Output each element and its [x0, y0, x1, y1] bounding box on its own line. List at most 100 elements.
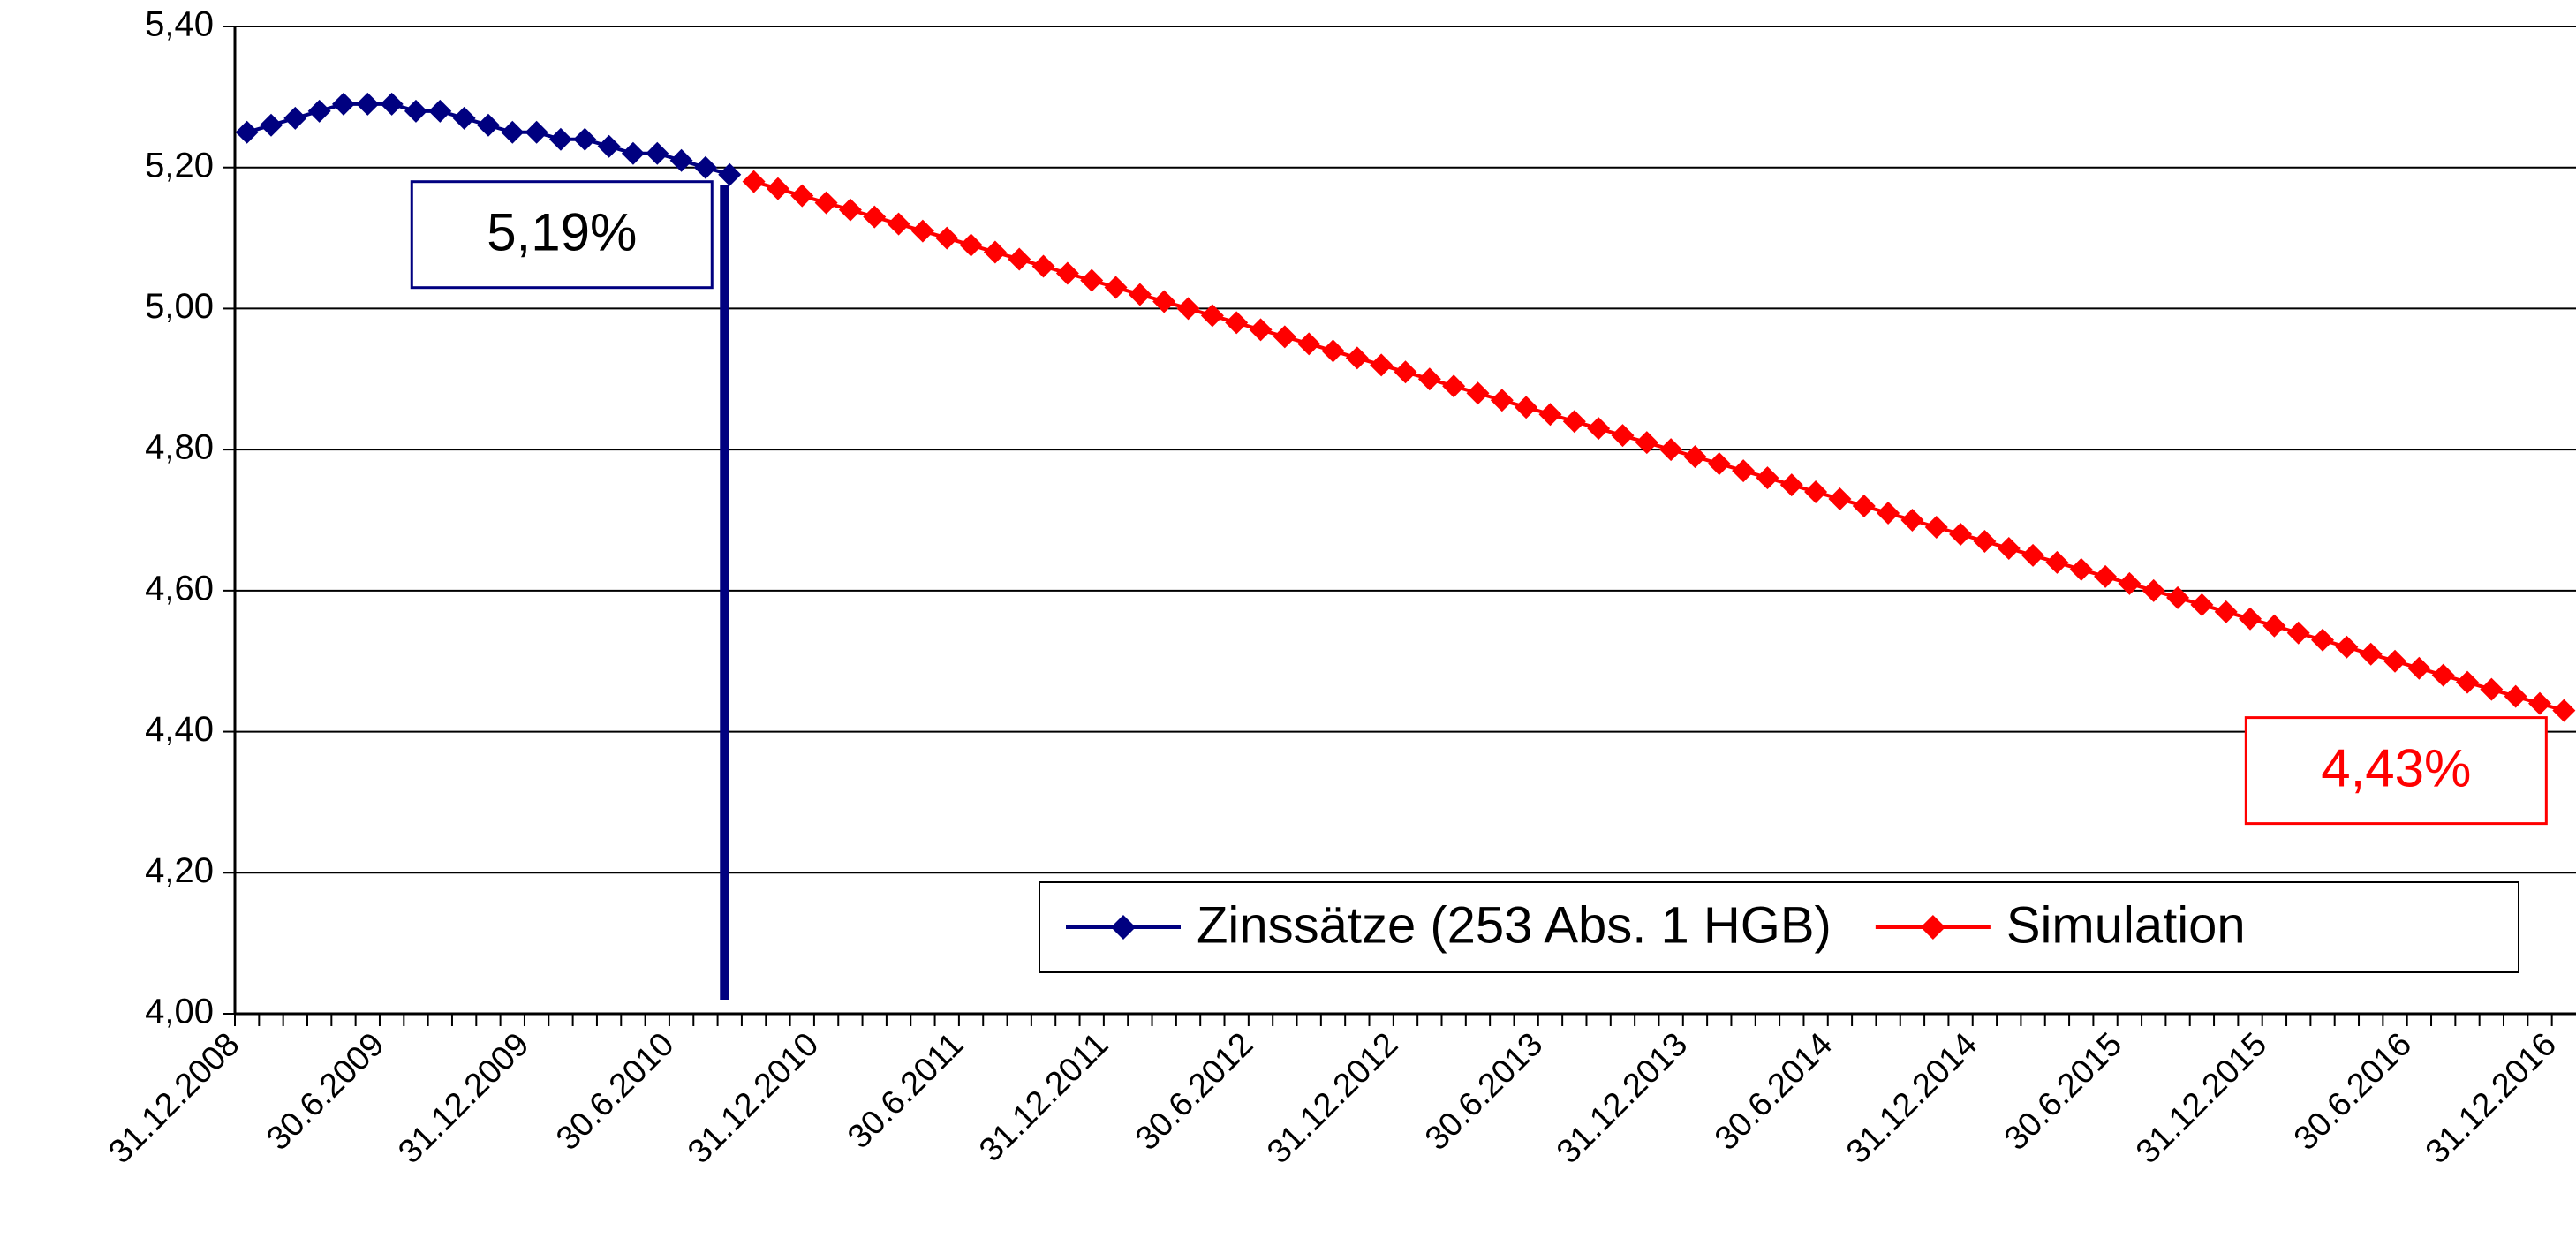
- marker: [2480, 677, 2504, 701]
- marker: [1635, 431, 1658, 455]
- marker: [863, 205, 887, 229]
- x-tick-label: 30.6.2015: [1998, 1026, 2129, 1158]
- marker: [573, 127, 597, 151]
- marker: [2383, 649, 2407, 673]
- marker: [2359, 642, 2383, 666]
- marker: [1756, 466, 1779, 490]
- marker: [1345, 346, 1369, 370]
- x-tick-label: 30.6.2016: [2287, 1026, 2419, 1158]
- value-label: 4,43%: [2321, 738, 2471, 797]
- marker: [1900, 509, 1924, 532]
- marker: [2021, 543, 2045, 567]
- callout-box: [2244, 716, 2548, 826]
- x-tick-label: 31.12.2016: [2419, 1026, 2564, 1171]
- marker: [1417, 367, 1441, 391]
- marker: [2069, 557, 2093, 581]
- marker: [1152, 290, 1176, 313]
- marker: [235, 120, 259, 144]
- y-tick-label: 4,40: [145, 710, 214, 749]
- x-tick-label: 30.6.2013: [1418, 1026, 1550, 1158]
- y-tick-label: 5,40: [145, 5, 214, 44]
- marker: [2286, 621, 2310, 645]
- marker: [1804, 480, 1828, 504]
- marker: [1008, 247, 1031, 271]
- marker: [1538, 403, 1562, 427]
- marker: [2142, 578, 2165, 602]
- marker: [669, 148, 693, 172]
- marker: [1562, 410, 1586, 434]
- marker: [1877, 502, 1900, 525]
- marker: [1997, 536, 2021, 560]
- marker: [2262, 614, 2286, 638]
- marker: [1031, 254, 1055, 278]
- x-tick-label: 31.12.2010: [681, 1026, 826, 1171]
- marker: [1683, 445, 1707, 469]
- marker: [501, 120, 525, 144]
- legend-label: Simulation: [2006, 896, 2246, 954]
- marker: [646, 141, 669, 165]
- marker: [1490, 389, 1514, 412]
- x-tick-label: 31.12.2014: [1839, 1026, 1984, 1171]
- marker: [1128, 283, 1152, 306]
- x-tick-label: 31.12.2013: [1550, 1026, 1695, 1171]
- marker: [887, 212, 910, 236]
- marker: [548, 127, 572, 151]
- x-tick-label: 31.12.2008: [102, 1026, 246, 1171]
- marker: [2166, 585, 2190, 609]
- marker: [1104, 276, 1128, 299]
- marker: [621, 141, 645, 165]
- x-tick-label: 31.12.2015: [2129, 1026, 2274, 1171]
- x-tick-label: 31.12.2009: [391, 1026, 536, 1171]
- y-tick-label: 4,00: [145, 993, 214, 1031]
- x-tick-label: 30.6.2014: [1708, 1026, 1839, 1158]
- marker: [693, 155, 717, 179]
- marker: [1055, 261, 1079, 285]
- marker: [259, 113, 283, 137]
- x-tick-label: 31.12.2011: [972, 1026, 1115, 1169]
- marker: [428, 99, 452, 123]
- marker: [2407, 656, 2431, 680]
- marker: [1297, 332, 1321, 356]
- marker: [910, 219, 934, 243]
- marker: [452, 106, 476, 130]
- marker: [2504, 684, 2527, 708]
- marker: [1587, 417, 1611, 441]
- marker: [1973, 529, 1997, 553]
- marker: [1394, 360, 1417, 384]
- marker: [838, 198, 862, 222]
- marker: [2431, 663, 2455, 687]
- marker: [2335, 635, 2359, 659]
- marker: [1249, 318, 1273, 342]
- marker: [2311, 628, 2335, 652]
- marker: [283, 106, 307, 130]
- marker: [2045, 550, 2069, 574]
- legend-marker: [1920, 915, 1945, 940]
- marker: [2552, 699, 2576, 722]
- marker: [1200, 304, 1224, 328]
- x-tick-label: 30.6.2010: [549, 1026, 681, 1158]
- marker: [718, 162, 742, 186]
- marker: [814, 191, 838, 215]
- marker: [983, 240, 1007, 264]
- marker: [1732, 459, 1756, 483]
- marker: [1321, 339, 1345, 363]
- marker: [742, 170, 766, 193]
- marker: [380, 92, 404, 116]
- legend-marker: [1111, 915, 1136, 940]
- marker: [525, 120, 548, 144]
- marker: [2118, 571, 2142, 595]
- marker: [959, 233, 983, 257]
- y-tick-label: 5,00: [145, 287, 214, 326]
- marker: [307, 99, 331, 123]
- marker: [1370, 353, 1394, 377]
- marker: [2190, 593, 2214, 616]
- value-label: 5,19%: [487, 203, 637, 262]
- legend-label: Zinssätze (253 Abs. 1 HGB): [1197, 896, 1832, 954]
- x-tick-label: 30.6.2012: [1129, 1026, 1260, 1158]
- marker: [2094, 564, 2118, 588]
- marker: [1707, 452, 1731, 476]
- marker: [790, 184, 814, 208]
- x-tick-label: 31.12.2012: [1260, 1026, 1405, 1171]
- marker: [331, 92, 355, 116]
